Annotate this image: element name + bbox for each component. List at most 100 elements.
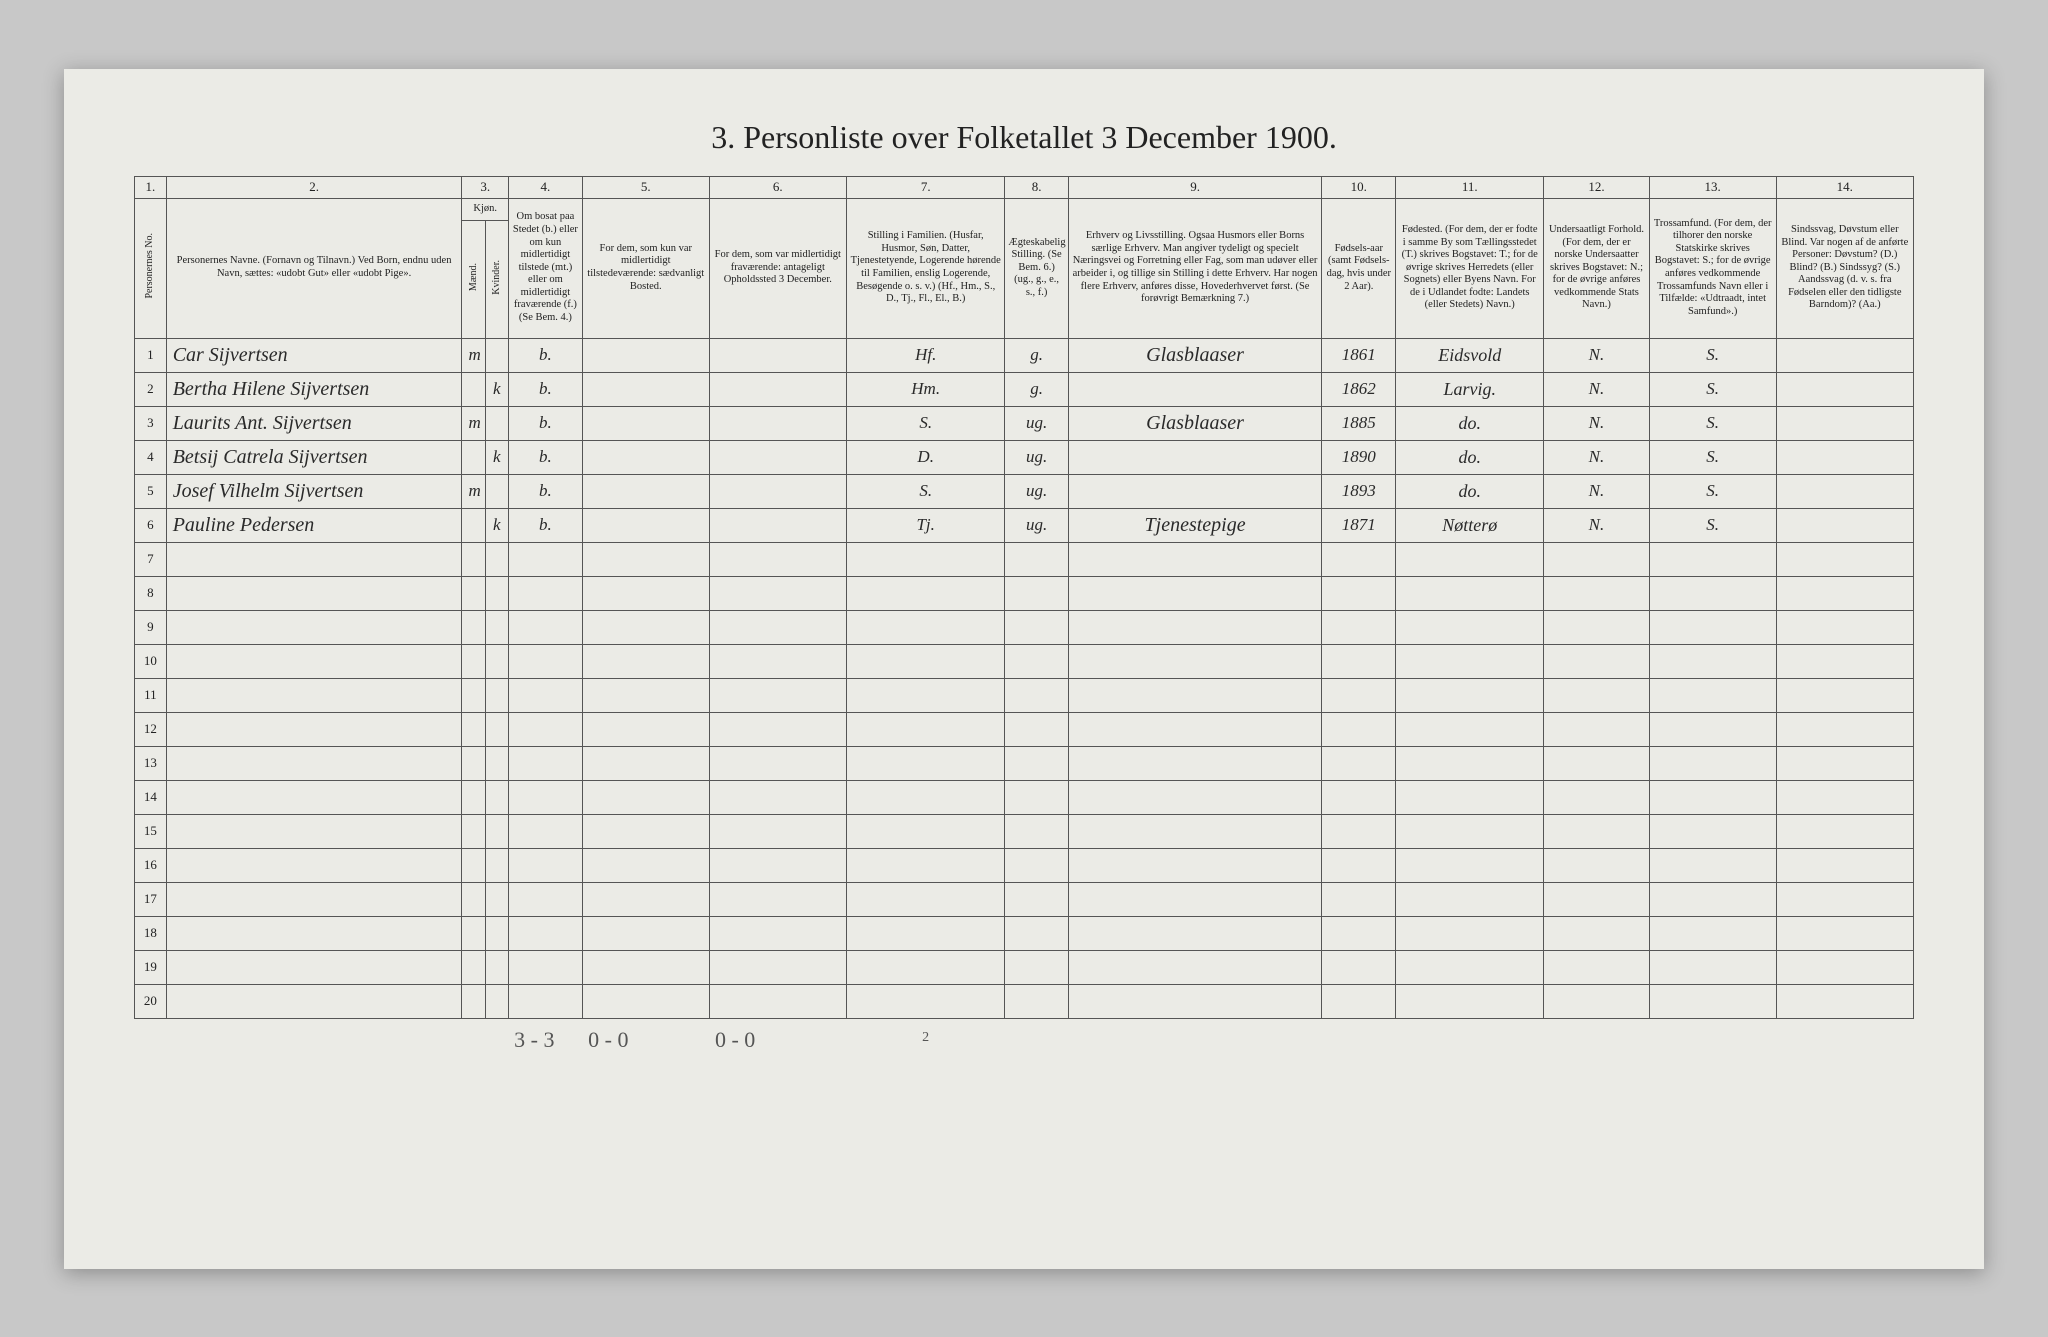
table-row: 19: [135, 950, 1914, 984]
row-number: 1: [135, 338, 167, 372]
cell-name: [166, 950, 462, 984]
cell-birthyear: 1893: [1322, 474, 1396, 508]
cell-name: Bertha Hilene Sijvertsen: [166, 372, 462, 406]
cell-religion: [1649, 916, 1776, 950]
cell-nationality: [1544, 780, 1650, 814]
cell-birthplace: [1396, 814, 1544, 848]
cell-temp-absent: [709, 950, 846, 984]
cell-religion: [1649, 848, 1776, 882]
cell-sex-m: [462, 780, 485, 814]
header-temp-present: For dem, som kun var midlertidigt tilste…: [582, 198, 709, 338]
cell-name: Car Sijvertsen: [166, 338, 462, 372]
col-num-8: 8.: [1005, 176, 1068, 198]
header-temp-absent: For dem, som var midlertidigt fraværende…: [709, 198, 846, 338]
cell-temp-absent: [709, 338, 846, 372]
cell-birthyear: [1322, 882, 1396, 916]
cell-sex-k: k: [485, 440, 508, 474]
cell-sex-k: k: [485, 508, 508, 542]
cell-disability: [1776, 712, 1913, 746]
cell-name: Josef Vilhelm Sijvertsen: [166, 474, 462, 508]
cell-disability: [1776, 542, 1913, 576]
cell-occupation: [1068, 712, 1322, 746]
cell-resident: b.: [508, 474, 582, 508]
header-occupation: Erhverv og Livsstilling. Ogsaa Husmors e…: [1068, 198, 1322, 338]
cell-sex-k: [485, 950, 508, 984]
cell-birthyear: [1322, 576, 1396, 610]
cell-temp-absent: [709, 882, 846, 916]
cell-religion: [1649, 780, 1776, 814]
cell-temp-absent: [709, 712, 846, 746]
table-row: 13: [135, 746, 1914, 780]
cell-sex-m: [462, 372, 485, 406]
cell-sex-k: [485, 746, 508, 780]
cell-birthplace: [1396, 984, 1544, 1018]
cell-birthyear: 1890: [1322, 440, 1396, 474]
cell-marital: [1005, 576, 1068, 610]
cell-position: [846, 780, 1004, 814]
table-row: 1 Car Sijvertsen m b. Hf. g. Glasblaaser…: [135, 338, 1914, 372]
cell-nationality: [1544, 746, 1650, 780]
header-resident: Om bosat paa Stedet (b.) eller om kun mi…: [508, 198, 582, 338]
row-number: 20: [135, 984, 167, 1018]
cell-birthplace: Nøtterø: [1396, 508, 1544, 542]
cell-marital: [1005, 542, 1068, 576]
cell-disability: [1776, 644, 1913, 678]
cell-occupation: [1068, 474, 1322, 508]
cell-birthplace: Eidsvold: [1396, 338, 1544, 372]
cell-temp-absent: [709, 474, 846, 508]
census-body: 1 Car Sijvertsen m b. Hf. g. Glasblaaser…: [135, 338, 1914, 1018]
col-num-7: 7.: [846, 176, 1004, 198]
cell-position: Hf.: [846, 338, 1004, 372]
page-number: 2: [846, 1021, 1005, 1055]
cell-marital: [1005, 882, 1068, 916]
row-number: 10: [135, 644, 167, 678]
cell-temp-absent: [709, 508, 846, 542]
cell-birthplace: do.: [1396, 440, 1544, 474]
cell-occupation: [1068, 576, 1322, 610]
cell-disability: [1776, 882, 1913, 916]
table-row: 16: [135, 848, 1914, 882]
cell-occupation: [1068, 746, 1322, 780]
row-number: 15: [135, 814, 167, 848]
cell-temp-present: [582, 406, 709, 440]
cell-religion: [1649, 542, 1776, 576]
cell-temp-present: [582, 984, 709, 1018]
cell-name: [166, 712, 462, 746]
cell-resident: [508, 780, 582, 814]
cell-nationality: [1544, 814, 1650, 848]
cell-occupation: [1068, 542, 1322, 576]
header-labels-row: Personernes No. Personernes Navne. (Forn…: [135, 198, 1914, 220]
cell-temp-absent: [709, 746, 846, 780]
cell-occupation: [1068, 848, 1322, 882]
cell-marital: [1005, 746, 1068, 780]
cell-sex-k: [485, 644, 508, 678]
cell-occupation: [1068, 440, 1322, 474]
cell-sex-m: m: [462, 474, 485, 508]
header-position: Stilling i Familien. (Husfar, Husmor, Sø…: [846, 198, 1004, 338]
cell-resident: [508, 542, 582, 576]
cell-birthplace: do.: [1396, 474, 1544, 508]
cell-temp-absent: [709, 814, 846, 848]
cell-resident: [508, 814, 582, 848]
footer-table: 3 - 3 0 - 0 0 - 0 2: [134, 1021, 1914, 1055]
cell-marital: [1005, 848, 1068, 882]
cell-marital: [1005, 610, 1068, 644]
cell-position: [846, 814, 1004, 848]
cell-disability: [1776, 814, 1913, 848]
header-marital: Ægteskabelig Stilling. (Se Bem. 6.) (ug.…: [1005, 198, 1068, 338]
cell-sex-m: [462, 950, 485, 984]
cell-sex-k: [485, 610, 508, 644]
cell-disability: [1776, 406, 1913, 440]
cell-temp-present: [582, 372, 709, 406]
col-num-11: 11.: [1396, 176, 1544, 198]
cell-name: [166, 542, 462, 576]
cell-temp-absent: [709, 440, 846, 474]
cell-birthplace: [1396, 644, 1544, 678]
cell-birthplace: [1396, 542, 1544, 576]
cell-temp-present: [582, 678, 709, 712]
cell-temp-absent: [709, 644, 846, 678]
cell-temp-absent: [709, 678, 846, 712]
cell-sex-k: [485, 848, 508, 882]
cell-resident: [508, 746, 582, 780]
cell-resident: [508, 678, 582, 712]
